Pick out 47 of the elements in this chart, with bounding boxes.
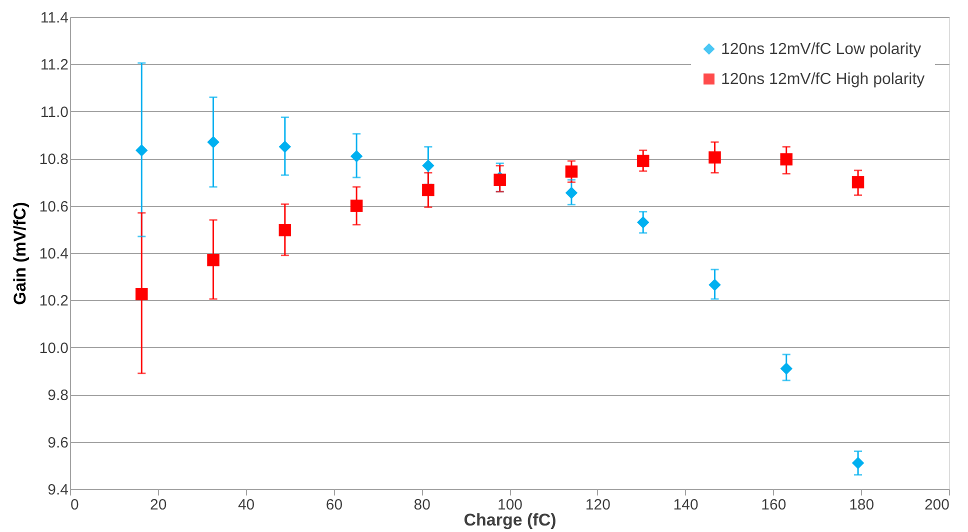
x-tick-label: 120 — [585, 496, 610, 514]
y-tick-label: 11.4 — [40, 10, 68, 26]
point — [422, 160, 434, 172]
point — [852, 456, 864, 470]
point — [636, 154, 650, 168]
x-tick-label: 100 — [497, 496, 523, 514]
point — [422, 184, 434, 196]
point — [207, 136, 220, 148]
legend-label: 120ns 12mV/fC Low polarity — [721, 41, 922, 58]
x-tick-label: 40 — [238, 496, 255, 514]
point — [780, 153, 793, 166]
point — [278, 140, 292, 153]
point — [350, 200, 363, 212]
point — [636, 216, 650, 228]
point — [136, 144, 148, 156]
y-tick-label: 10.4 — [39, 246, 68, 262]
y-axis-title: Gain (mV/fC) — [10, 202, 30, 305]
y-tick-label: 9.8 — [48, 387, 68, 404]
point — [852, 176, 864, 188]
x-tick-label: 200 — [924, 496, 950, 514]
x-tick-label: 160 — [761, 496, 786, 514]
point — [136, 288, 148, 300]
y-tick-label: 10.0 — [39, 340, 68, 357]
x-tick-label: 60 — [326, 496, 343, 514]
point — [780, 362, 793, 375]
y-tick-label: 10.8 — [39, 151, 68, 168]
y-tick-label: 9.4 — [48, 482, 68, 498]
y-tick-label: 10.2 — [39, 292, 68, 310]
point — [278, 224, 292, 236]
legend-label: 120ns 12mV/fC High polarity — [721, 71, 925, 88]
y-tick-label: 9.6 — [48, 434, 68, 452]
y-tick-label: 11.2 — [40, 56, 68, 74]
point — [708, 278, 721, 291]
point — [494, 174, 506, 186]
y-tick-label: 11.0 — [40, 104, 68, 121]
x-tick-label: 140 — [673, 496, 698, 514]
x-tick-label: 0 — [70, 496, 79, 514]
x-tick-label: 180 — [849, 496, 874, 514]
point — [207, 254, 220, 266]
point — [565, 165, 578, 178]
x-axis-title: Charge (fC) — [464, 510, 556, 530]
point — [565, 186, 578, 199]
x-tick-label: 80 — [414, 496, 430, 514]
point — [350, 150, 363, 162]
point — [708, 151, 721, 164]
y-tick-label: 10.6 — [39, 198, 68, 216]
x-tick-label: 20 — [150, 496, 167, 514]
